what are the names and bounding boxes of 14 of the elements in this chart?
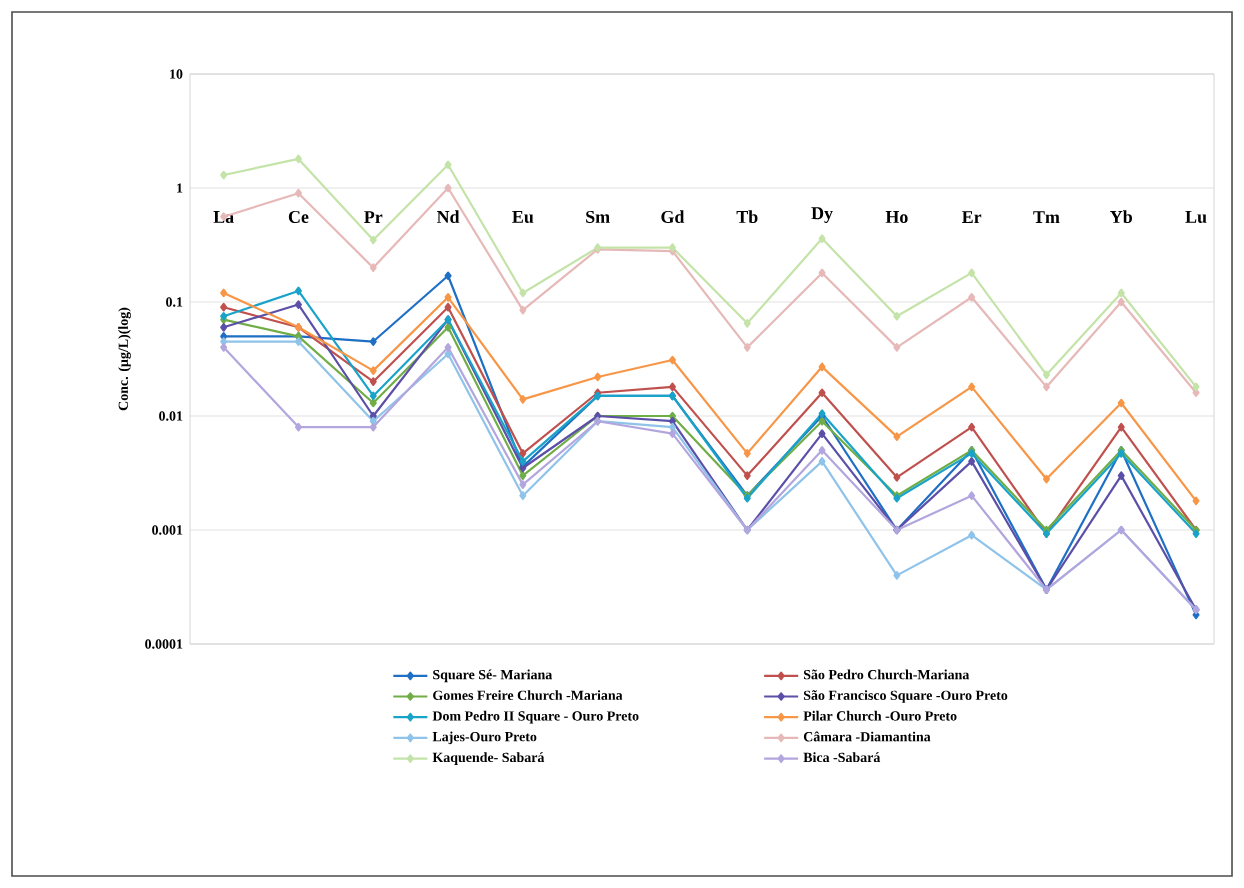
x-tick-label: Eu <box>512 211 534 223</box>
x-tick-label: Tm <box>1033 211 1060 223</box>
x-tick-label: Ho <box>885 211 908 223</box>
x-tick-label: Pr <box>364 211 383 223</box>
x-tick-label: Dy <box>811 207 833 223</box>
x-tick-label: Sm <box>586 210 610 223</box>
x-tick-label: La <box>213 211 234 223</box>
x-tick-label: Gd <box>661 210 685 223</box>
x-tick-label: Tb <box>736 210 758 223</box>
x-tick-label: Er <box>962 211 982 223</box>
x-tick-label: Lu <box>1185 211 1207 223</box>
x-tick-label: Nd <box>436 210 460 223</box>
x-tick-label: Ce <box>288 210 309 223</box>
x-tick-label: Yb <box>1110 210 1132 223</box>
